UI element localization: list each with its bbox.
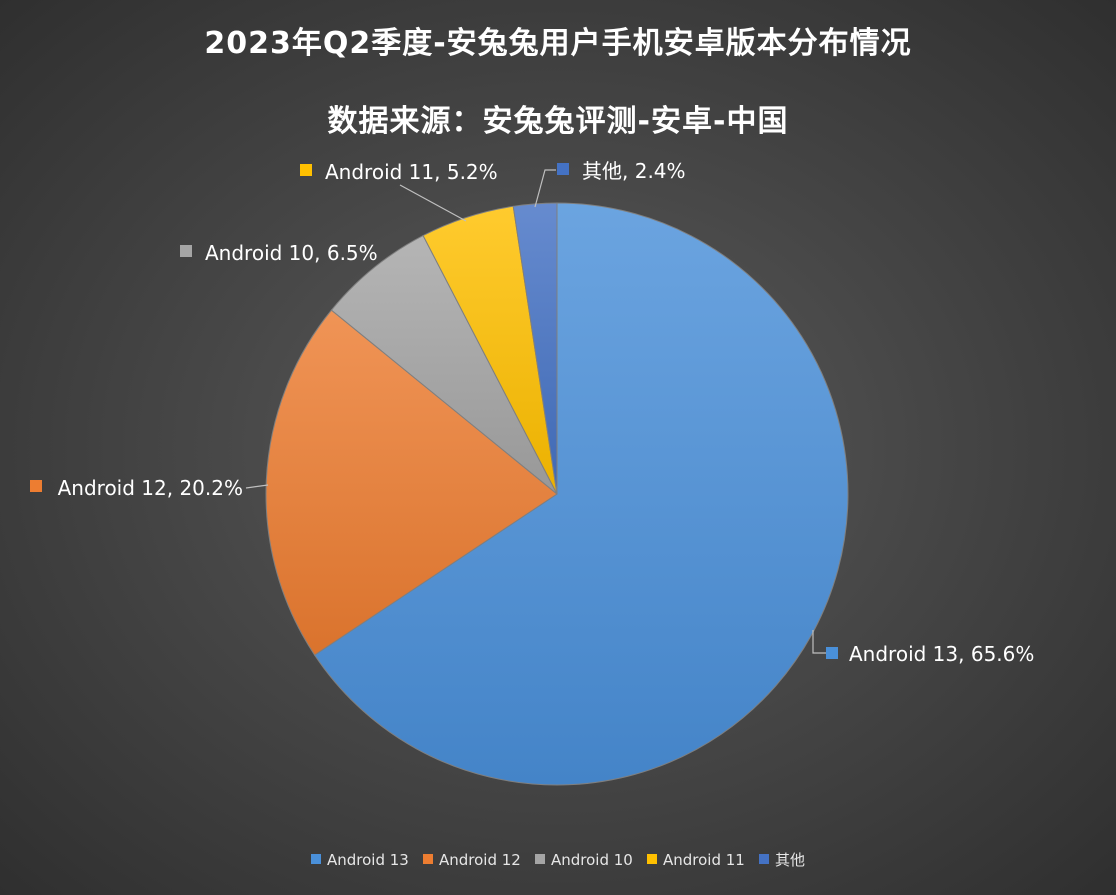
leader-line-other (534, 169, 556, 208)
data-label-swatch-other (557, 163, 569, 175)
data-label-swatch-android-11 (300, 164, 312, 176)
data-label-android-12: Android 12, 20.2% (58, 476, 243, 500)
chart-title: 2023年Q2季度-安兔兔用户手机安卓版本分布情况 (204, 26, 912, 61)
data-label-android-11: Android 11, 5.2% (325, 160, 498, 184)
data-label-android-10: Android 10, 6.5% (205, 241, 378, 265)
legend-item-android-10: Android 10 (535, 851, 633, 869)
pie-slice-android-12 (265, 309, 558, 656)
legend-item-android-12: Android 12 (423, 851, 521, 869)
leader-line-android-13 (812, 630, 826, 654)
legend-label: 其他 (775, 851, 805, 869)
legend-item-android-11: Android 11 (647, 851, 745, 869)
data-label-other: 其他, 2.4% (582, 159, 686, 183)
data-label-swatch-android-10 (180, 245, 192, 257)
leader-line-android-11 (399, 184, 467, 222)
legend-swatch (647, 854, 657, 864)
data-label-android-13: Android 13, 65.6% (849, 642, 1034, 666)
data-label-swatch-android-13 (826, 647, 838, 659)
legend-label: Android 12 (439, 851, 521, 869)
legend-swatch (535, 854, 545, 864)
legend-swatch (423, 854, 433, 864)
legend-item-android-13: Android 13 (311, 851, 409, 869)
legend-swatch (311, 854, 321, 864)
chart-subtitle: 数据来源：安兔兔评测-安卓-中国 (327, 104, 789, 139)
legend-label: Android 13 (327, 851, 409, 869)
data-label-swatch-android-12 (30, 480, 42, 492)
legend-swatch (759, 854, 769, 864)
leader-line-android-12 (245, 484, 269, 489)
pie-slice-other (512, 202, 558, 495)
legend-label: Android 11 (663, 851, 745, 869)
pie-slice-android-10 (330, 234, 558, 495)
legend-label: Android 10 (551, 851, 633, 869)
legend-item-other: 其他 (759, 851, 805, 869)
